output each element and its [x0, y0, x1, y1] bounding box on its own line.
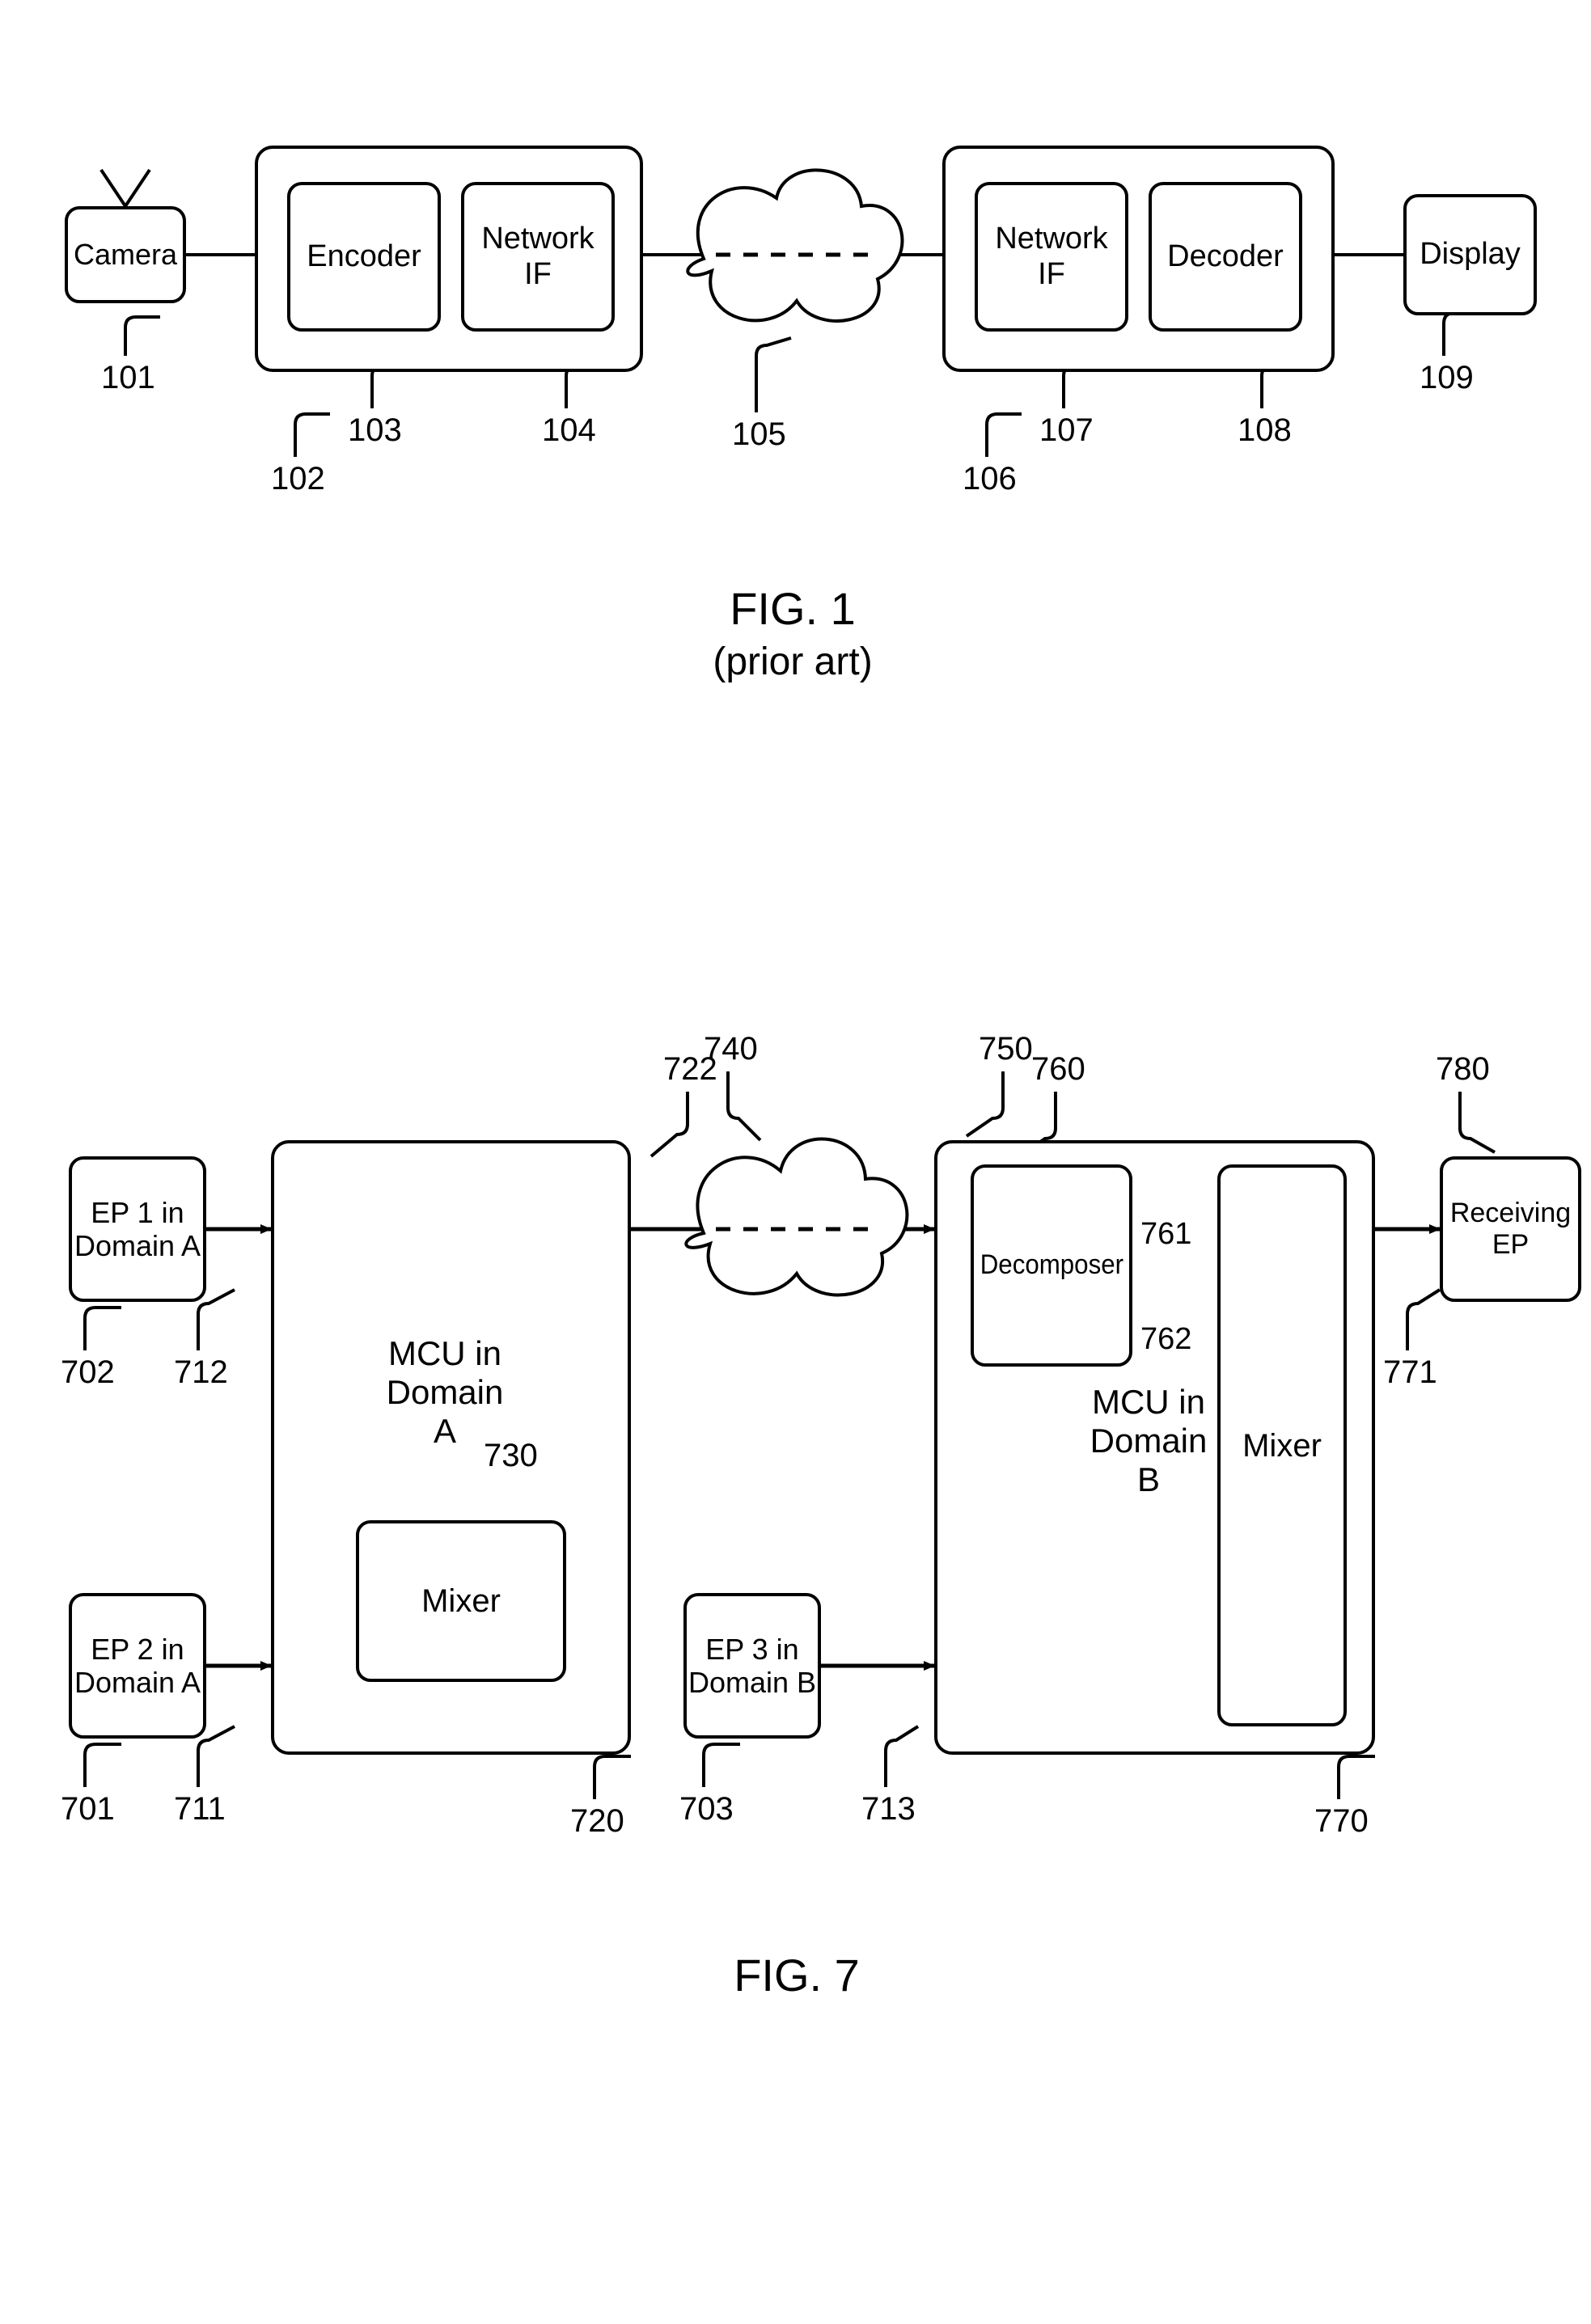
mcu-a-mixer-label: Mixer — [421, 1582, 501, 1620]
ep3-box: EP 3 in Domain B — [683, 1593, 821, 1739]
ref-713: 713 — [861, 1791, 916, 1828]
ref-101: 101 — [101, 360, 155, 396]
fig1-caption: FIG. 1 (prior art) — [671, 582, 914, 684]
ep3-label: EP 3 in Domain B — [688, 1633, 816, 1700]
mcu-a-mixer-box: Mixer — [356, 1520, 566, 1682]
ref-102: 102 — [271, 461, 325, 497]
ref-107: 107 — [1039, 412, 1094, 449]
ref-770: 770 — [1314, 1803, 1369, 1840]
ref-104: 104 — [542, 412, 596, 449]
ref-730: 730 — [484, 1438, 538, 1474]
ref-750: 750 — [979, 1031, 1033, 1067]
ep2-box: EP 2 in Domain A — [69, 1593, 206, 1739]
ref-109: 109 — [1420, 360, 1474, 396]
decoder-label: Decoder — [1167, 239, 1284, 275]
encoder-box: Encoder — [287, 182, 441, 332]
ep1-label: EP 1 in Domain A — [74, 1196, 201, 1263]
ref-108: 108 — [1238, 412, 1292, 449]
fig7-caption: FIG. 7 — [696, 1949, 898, 2001]
ref-762: 762 — [1140, 1322, 1191, 1357]
receiving-ep-box: Receiving EP — [1440, 1156, 1581, 1302]
fig1-lines — [0, 0, 1591, 849]
receiver-netif-label: Network IF — [995, 222, 1107, 292]
ep2-label: EP 2 in Domain A — [74, 1633, 201, 1700]
fig1-caption-sub: (prior art) — [671, 640, 914, 684]
sender-netif-box: Network IF — [461, 182, 615, 332]
receiving-ep-label: Receiving EP — [1450, 1198, 1571, 1261]
display-label: Display — [1420, 237, 1521, 273]
encoder-label: Encoder — [307, 239, 421, 275]
mcu-b-mixer-label: Mixer — [1242, 1427, 1322, 1464]
fig7: EP 1 in Domain A EP 2 in Domain A MCU in… — [0, 930, 1591, 2324]
ref-711: 711 — [174, 1791, 226, 1828]
ref-701: 701 — [61, 1791, 115, 1828]
display-box: Display — [1403, 194, 1537, 315]
ref-740: 740 — [704, 1031, 758, 1067]
ref-720: 720 — [570, 1803, 624, 1840]
ref-702: 702 — [61, 1354, 115, 1391]
decomposer-label: Decomposer — [980, 1249, 1123, 1281]
ref-103: 103 — [348, 412, 402, 449]
ep1-box: EP 1 in Domain A — [69, 1156, 206, 1302]
receiver-netif-box: Network IF — [975, 182, 1128, 332]
fig1: Camera Encoder Network IF Network IF Dec… — [0, 0, 1591, 849]
camera-label: Camera — [74, 238, 177, 271]
mcu-a-label: MCU in Domain A — [372, 1334, 518, 1451]
ref-780: 780 — [1436, 1051, 1490, 1088]
mcu-b-label: MCU in Domain B — [1076, 1383, 1221, 1499]
mcu-b-mixer-box: Mixer — [1217, 1164, 1347, 1726]
ref-106: 106 — [963, 461, 1017, 497]
fig7-caption-main: FIG. 7 — [696, 1949, 898, 2001]
ref-760: 760 — [1031, 1051, 1085, 1088]
ref-105: 105 — [732, 416, 786, 453]
sender-netif-label: Network IF — [481, 222, 594, 292]
decoder-box: Decoder — [1149, 182, 1302, 332]
ref-703: 703 — [679, 1791, 734, 1828]
fig1-caption-main: FIG. 1 — [671, 582, 914, 635]
ref-771: 771 — [1383, 1354, 1437, 1391]
decomposer-box: Decomposer — [971, 1164, 1132, 1367]
ref-712: 712 — [174, 1354, 228, 1391]
camera-box: Camera — [65, 206, 186, 303]
ref-761: 761 — [1140, 1217, 1191, 1252]
